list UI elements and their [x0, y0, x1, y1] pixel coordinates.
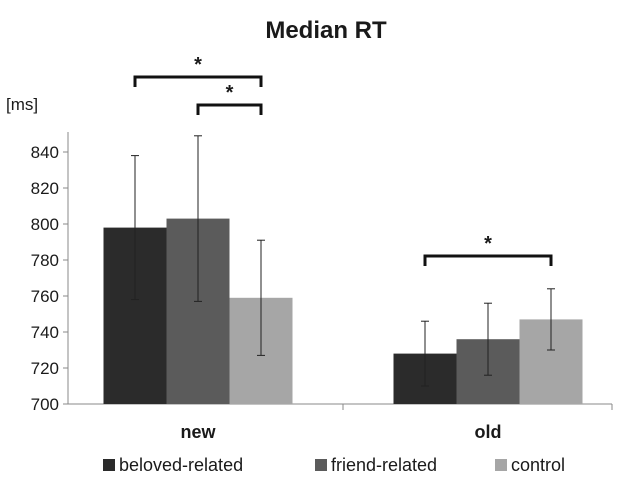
significance-bracket — [133, 75, 263, 87]
y-tick-label: 820 — [31, 179, 59, 198]
legend-label: beloved-related — [119, 455, 243, 475]
bars — [103, 218, 583, 404]
error-bars — [131, 135, 555, 387]
legend-label: friend-related — [331, 455, 437, 475]
y-tick-label: 700 — [31, 395, 59, 414]
y-tick-label: 760 — [31, 287, 59, 306]
significance-bracket — [196, 103, 263, 115]
legend: beloved-related friend-related control — [103, 455, 565, 475]
y-axis-unit-label: [ms] — [6, 95, 38, 114]
y-tick-label: 840 — [31, 143, 59, 162]
chart-title: Median RT — [265, 17, 387, 44]
significance-brackets: * * * — [133, 54, 553, 266]
legend-swatch — [103, 459, 115, 471]
legend-swatch — [495, 459, 507, 471]
significance-star: * — [194, 54, 202, 76]
y-tick-label: 740 — [31, 323, 59, 342]
axes: 700 720 740 760 780 800 820 840 new old — [31, 132, 613, 442]
legend-label: control — [511, 455, 565, 475]
significance-star: * — [226, 82, 234, 104]
significance-bracket — [423, 254, 553, 266]
significance-star: * — [484, 233, 492, 255]
x-category-label: new — [180, 422, 216, 442]
y-tick-label: 780 — [31, 251, 59, 270]
x-category-label: old — [475, 422, 502, 442]
y-tick-label: 800 — [31, 215, 59, 234]
legend-swatch — [315, 459, 327, 471]
y-tick-label: 720 — [31, 359, 59, 378]
